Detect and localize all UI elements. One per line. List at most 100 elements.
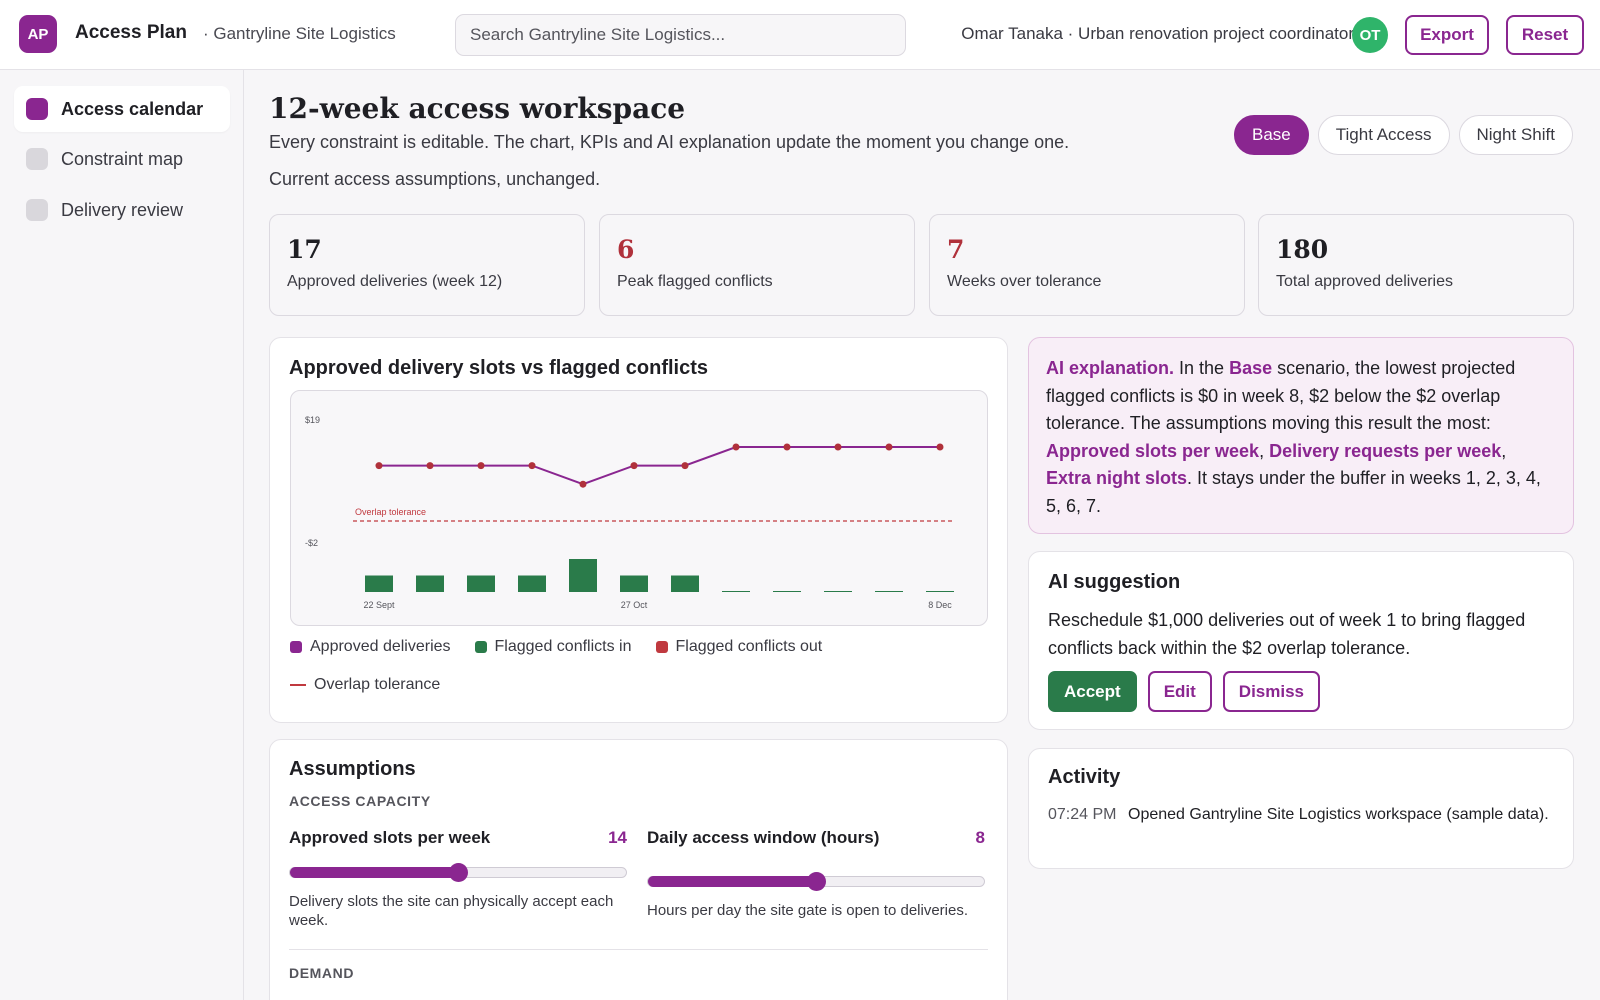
- section-label-capacity: ACCESS CAPACITY: [289, 793, 431, 809]
- chart-point: [375, 462, 383, 470]
- edit-button[interactable]: Edit: [1147, 671, 1212, 712]
- sidebar-item-label: Delivery review: [61, 199, 184, 220]
- page-status: Current access assumptions, unchanged.: [269, 169, 601, 189]
- ai-driver-link[interactable]: Approved slots per week: [1046, 440, 1260, 461]
- slider-track[interactable]: [647, 872, 985, 891]
- chart-point: [783, 443, 791, 451]
- sidebar-item-access-calendar[interactable]: Access calendar: [14, 86, 230, 132]
- review-icon: [26, 199, 48, 221]
- ai-driver-link[interactable]: Extra night slots: [1046, 468, 1188, 488]
- slider-value: 8: [975, 828, 985, 847]
- chart-legend: Approved deliveries Flagged conflicts in…: [290, 638, 990, 694]
- legend-swatch: [655, 641, 668, 653]
- ai-text: scenario, the lowest projected flagged c…: [1046, 358, 1516, 433]
- x-tick-label: 27 Oct: [621, 600, 648, 610]
- suggestion-actions: Accept Edit Dismiss: [1048, 671, 1320, 712]
- chart-bar: [365, 575, 393, 592]
- ai-explanation-card: AI explanation. In the Base scenario, th…: [1028, 337, 1574, 534]
- chart-point: [681, 462, 689, 470]
- activity-time: 07:24 PM: [1048, 806, 1117, 823]
- chart-bar: [620, 575, 648, 592]
- legend-conflicts-out: Flagged conflicts out: [655, 638, 823, 656]
- chart-bar: [569, 559, 597, 592]
- legend-swatch: [474, 641, 487, 653]
- chart-bar: [926, 591, 954, 592]
- app-title: Access Plan: [75, 22, 187, 43]
- slider-fill: [648, 876, 816, 887]
- kpi-label: Approved deliveries (week 12): [287, 273, 503, 290]
- chart-title: Approved delivery slots vs flagged confl…: [289, 357, 709, 379]
- chart-point: [732, 443, 740, 451]
- section-label-demand: DEMAND: [289, 965, 355, 981]
- scenario-night-shift-button[interactable]: Night Shift: [1458, 115, 1573, 155]
- chart-bar: [722, 591, 750, 592]
- x-tick-label: 8 Dec: [928, 600, 952, 610]
- legend-label: Approved deliveries: [310, 638, 451, 655]
- ai-text: ,: [1259, 440, 1270, 461]
- calendar-icon: [26, 98, 48, 120]
- chart-bar: [518, 575, 546, 592]
- sidebar-item-constraint-map[interactable]: Constraint map: [14, 136, 230, 182]
- chart-point: [936, 443, 944, 451]
- kpi-value: 17: [287, 235, 322, 264]
- chart-bar: [824, 591, 852, 592]
- export-button[interactable]: Export: [1405, 15, 1489, 55]
- legend-swatch: [290, 641, 302, 653]
- assumptions-title: Assumptions: [289, 758, 416, 780]
- search-input[interactable]: [455, 14, 906, 56]
- ai-driver-link[interactable]: Delivery requests per week: [1269, 440, 1502, 461]
- slider-help: Hours per day the site gate is open to d…: [647, 902, 969, 919]
- ai-suggestion-card: AI suggestion Reschedule $1,000 deliveri…: [1028, 551, 1574, 730]
- suggestion-title: AI suggestion: [1048, 571, 1181, 593]
- dismiss-button[interactable]: Dismiss: [1222, 671, 1320, 712]
- section-divider: [289, 949, 988, 950]
- kpi-label: Weeks over tolerance: [947, 273, 1102, 290]
- chart-frame: $19 -$2 Overlap tolerance 22 Sept 27 Oct 8 De…: [290, 390, 988, 626]
- activity-title: Activity: [1048, 766, 1121, 788]
- ai-text: . It stays under the buffer in weeks 1, …: [1046, 468, 1541, 516]
- scenario-tight-access-button[interactable]: Tight Access: [1317, 115, 1450, 155]
- x-tick-label: 22 Sept: [363, 600, 395, 610]
- kpi-value: 6: [617, 235, 635, 264]
- kpi-label: Total approved deliveries: [1276, 273, 1453, 290]
- legend-tolerance: Overlap tolerance: [290, 676, 440, 694]
- chart-point: [630, 462, 638, 470]
- legend-conflicts-in: Flagged conflicts in: [474, 638, 632, 656]
- kpi-total-approved: 180 Total approved deliveries: [1258, 214, 1574, 316]
- chart-point: [426, 462, 434, 470]
- legend-approved: Approved deliveries: [290, 638, 451, 656]
- map-icon: [26, 148, 48, 170]
- chart-point: [885, 443, 893, 451]
- chart-bar: [467, 575, 495, 592]
- legend-label: Flagged conflicts out: [675, 638, 823, 655]
- legend-label: Flagged conflicts in: [494, 638, 632, 655]
- sidebar: Access calendar Constraint map Delivery …: [0, 70, 244, 1000]
- assumptions-card: Assumptions ACCESS CAPACITY Approved slo…: [269, 739, 1008, 1000]
- y-tick-label: $19: [305, 415, 320, 425]
- tolerance-label: Overlap tolerance: [355, 507, 426, 517]
- legend-swatch: [290, 684, 306, 686]
- suggestion-text: Reschedule $1,000 deliveries out of week…: [1048, 610, 1526, 658]
- kpi-weeks-over-tolerance: 7 Weeks over tolerance: [929, 214, 1245, 316]
- sidebar-item-delivery-review[interactable]: Delivery review: [14, 187, 230, 233]
- ai-scenario: Base: [1229, 358, 1273, 378]
- chart-bar: [875, 591, 903, 592]
- activity-card: Activity 07:24 PM Opened Gantryline Site…: [1028, 748, 1574, 869]
- chart-line-approved: [379, 446, 940, 486]
- reset-button[interactable]: Reset: [1506, 15, 1584, 55]
- scenario-base-button[interactable]: Base: [1234, 115, 1309, 155]
- slider-approved-slots: Approved slots per week 14 Delivery slot…: [289, 828, 627, 930]
- chart-bar: [416, 575, 444, 592]
- page-title: 12-week access workspace: [269, 92, 686, 125]
- slider-track[interactable]: [289, 863, 627, 882]
- avatar[interactable]: OT: [1352, 17, 1388, 53]
- chart-point: [834, 443, 842, 451]
- chart-bar: [671, 575, 699, 592]
- chart-point: [477, 462, 485, 470]
- slider-thumb[interactable]: [449, 863, 468, 882]
- slider-thumb[interactable]: [807, 872, 826, 891]
- workspace-name: · Gantryline Site Logistics: [203, 24, 396, 43]
- chart-card: Approved delivery slots vs flagged confl…: [269, 337, 1008, 723]
- accept-button[interactable]: Accept: [1048, 671, 1137, 712]
- app-logo: AP: [19, 15, 57, 53]
